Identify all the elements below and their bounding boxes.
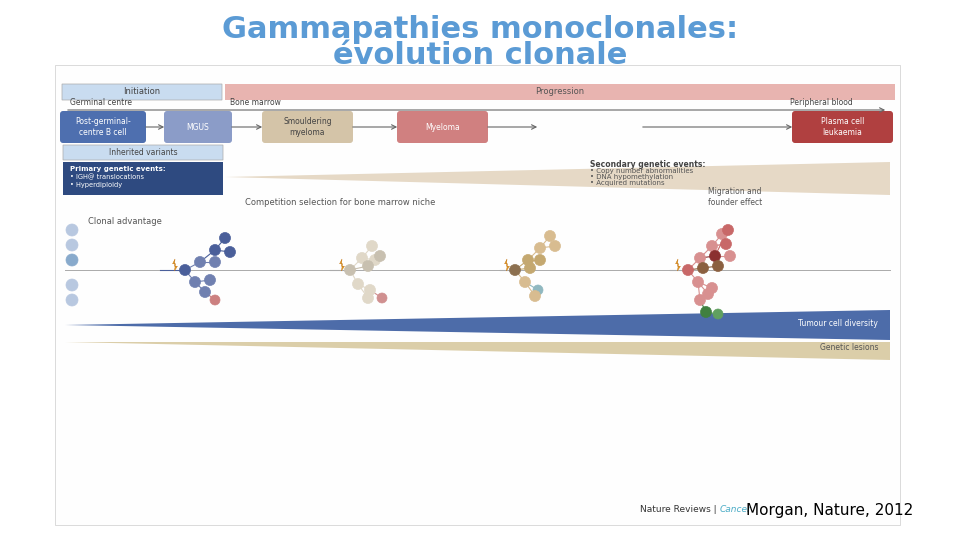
Text: Bone marrow: Bone marrow [230,98,281,107]
FancyBboxPatch shape [164,111,232,143]
FancyBboxPatch shape [397,111,488,143]
Circle shape [519,276,531,287]
Text: • DNA hypomethylation: • DNA hypomethylation [590,174,673,180]
Circle shape [66,239,78,251]
Circle shape [694,294,706,306]
Circle shape [716,228,728,240]
Circle shape [225,246,235,258]
Text: MGUS: MGUS [186,123,209,132]
Text: Primary genetic events:: Primary genetic events: [70,166,166,172]
Text: Post-germinal-
centre B cell: Post-germinal- centre B cell [75,117,131,137]
Circle shape [723,225,733,235]
Polygon shape [65,342,890,360]
Circle shape [694,253,706,264]
Circle shape [66,254,78,266]
Circle shape [209,245,221,255]
Text: Gammapathies monoclonales:: Gammapathies monoclonales: [222,16,738,44]
Circle shape [703,288,713,300]
Text: Tumour cell diversity: Tumour cell diversity [798,319,878,327]
Circle shape [363,260,373,272]
Text: Initiation: Initiation [124,87,160,97]
Circle shape [374,251,386,261]
FancyBboxPatch shape [225,84,895,100]
Text: • Hyperdiploidy: • Hyperdiploidy [70,182,122,188]
Text: • IGH@ translocations: • IGH@ translocations [70,174,144,180]
Polygon shape [65,310,890,340]
Text: Genetic lesions: Genetic lesions [820,343,878,353]
Circle shape [365,285,375,295]
FancyBboxPatch shape [63,145,223,160]
Text: Plasma cell
leukaemia: Plasma cell leukaemia [821,117,864,137]
Circle shape [189,276,201,287]
Text: Clonal advantage: Clonal advantage [88,217,162,226]
Text: Secondary genetic events:: Secondary genetic events: [590,160,706,169]
Circle shape [530,291,540,301]
Circle shape [698,262,708,273]
Text: Inherited variants: Inherited variants [108,148,178,157]
Circle shape [356,253,368,264]
Circle shape [66,294,78,306]
Text: Migration and
founder effect: Migration and founder effect [708,187,762,207]
Circle shape [533,285,543,295]
Circle shape [713,309,723,319]
Polygon shape [173,259,178,271]
Text: Germinal centre: Germinal centre [70,98,132,107]
Circle shape [195,256,205,267]
Circle shape [535,242,545,253]
Circle shape [66,279,78,291]
Text: évolution clonale: évolution clonale [333,40,627,70]
Circle shape [377,293,387,303]
Text: Peripheral blood: Peripheral blood [790,98,852,107]
FancyBboxPatch shape [792,111,893,143]
Circle shape [721,239,732,249]
Circle shape [200,287,210,298]
Circle shape [549,240,561,252]
Circle shape [363,293,373,303]
Circle shape [683,265,693,275]
Circle shape [707,282,717,294]
Circle shape [352,279,364,289]
Circle shape [367,240,377,252]
Circle shape [535,254,545,266]
Text: Competition selection for bone marrow niche: Competition selection for bone marrow ni… [245,198,435,207]
Text: • Copy number abnormalities: • Copy number abnormalities [590,168,693,174]
FancyBboxPatch shape [63,162,223,195]
Circle shape [524,262,536,273]
Text: Myeloma: Myeloma [425,123,460,132]
Circle shape [345,265,355,275]
Circle shape [204,274,215,286]
Text: Progression: Progression [536,87,585,97]
Circle shape [725,251,735,261]
Text: Morgan, Nature, 2012: Morgan, Nature, 2012 [746,503,914,517]
Polygon shape [340,259,345,271]
Text: Cancer: Cancer [720,505,752,515]
Circle shape [370,254,380,266]
FancyBboxPatch shape [262,111,353,143]
Text: • Acquired mutations: • Acquired mutations [590,180,664,186]
Text: Smouldering
myeloma: Smouldering myeloma [283,117,332,137]
FancyBboxPatch shape [60,111,146,143]
Polygon shape [225,162,890,195]
Circle shape [544,231,556,241]
FancyBboxPatch shape [55,65,900,525]
Circle shape [66,224,78,236]
Polygon shape [676,259,681,271]
Polygon shape [505,259,510,271]
Circle shape [210,295,220,305]
Circle shape [712,260,724,272]
Circle shape [692,276,704,287]
Circle shape [701,307,711,318]
Circle shape [707,240,717,252]
Circle shape [522,254,534,266]
Circle shape [510,265,520,275]
Circle shape [220,233,230,244]
Text: Nature Reviews |: Nature Reviews | [640,505,720,515]
Circle shape [709,251,721,261]
Circle shape [209,256,221,267]
FancyBboxPatch shape [62,84,222,100]
Circle shape [180,265,190,275]
